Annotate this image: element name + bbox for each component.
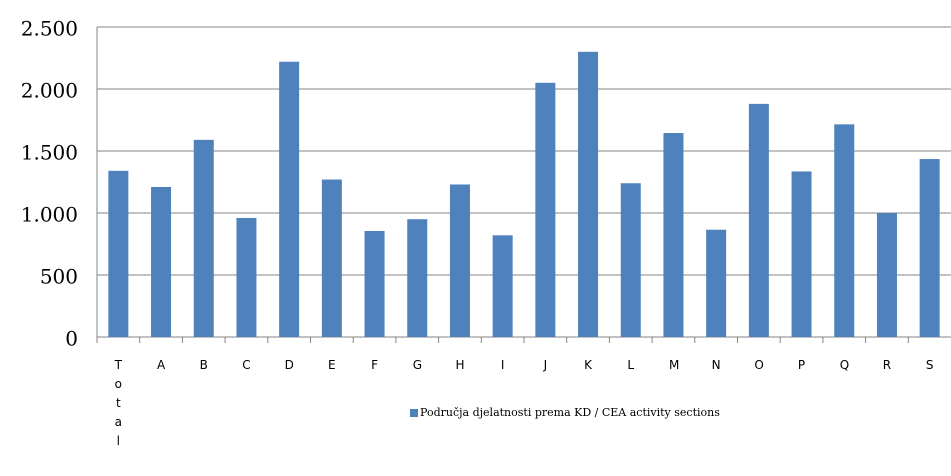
- bar: [706, 229, 727, 337]
- bar: [620, 183, 641, 337]
- bar: [108, 170, 129, 337]
- bar: [193, 139, 214, 337]
- x-tick-label: R: [882, 358, 892, 372]
- x-tick-label: F: [371, 358, 378, 372]
- x-tick-label: O: [754, 358, 764, 372]
- bar: [279, 61, 300, 337]
- x-tick-label: C: [242, 358, 251, 372]
- x-tick-label: Q: [839, 358, 850, 372]
- x-tick-label: N: [711, 358, 721, 372]
- x-tick-label: I: [500, 358, 505, 372]
- x-tick-label: Total: [114, 358, 123, 448]
- legend-swatch: [410, 409, 418, 417]
- x-tick-label: P: [797, 358, 806, 372]
- x-tick-label: B: [199, 358, 208, 372]
- y-tick-label: 2.500: [21, 17, 78, 41]
- bar: [663, 133, 684, 337]
- x-tick-label: G: [412, 358, 423, 372]
- x-tick-label: D: [284, 358, 294, 372]
- bar: [876, 213, 897, 337]
- bar: [449, 184, 470, 337]
- y-tick-label: 2.000: [21, 79, 78, 103]
- bar: [535, 82, 556, 337]
- y-tick-label: 1.500: [21, 141, 78, 165]
- bar: [321, 179, 342, 337]
- x-tick-label: M: [668, 358, 680, 372]
- y-tick-label: 1.000: [21, 203, 78, 227]
- bar: [578, 51, 599, 338]
- x-tick-label: H: [455, 358, 465, 372]
- bar: [151, 186, 172, 337]
- bar: [919, 159, 940, 337]
- x-tick-label: J: [543, 358, 548, 372]
- x-tick-label: L: [627, 358, 635, 372]
- x-tick-label: S: [925, 358, 934, 372]
- bar: [791, 171, 812, 337]
- y-tick-label: 500: [40, 265, 78, 289]
- bar: [407, 219, 428, 337]
- bar: [834, 124, 855, 337]
- x-tick-label: K: [584, 358, 592, 372]
- bar: [364, 230, 385, 337]
- x-tick-label: E: [328, 358, 336, 372]
- x-tick-label: A: [156, 358, 166, 372]
- y-tick-label: 0: [65, 327, 78, 351]
- bar: [236, 217, 257, 337]
- bar: [748, 103, 769, 337]
- bar: [492, 235, 513, 337]
- legend-label: Područja djelatnosti prema KD / CEA acti…: [420, 406, 720, 419]
